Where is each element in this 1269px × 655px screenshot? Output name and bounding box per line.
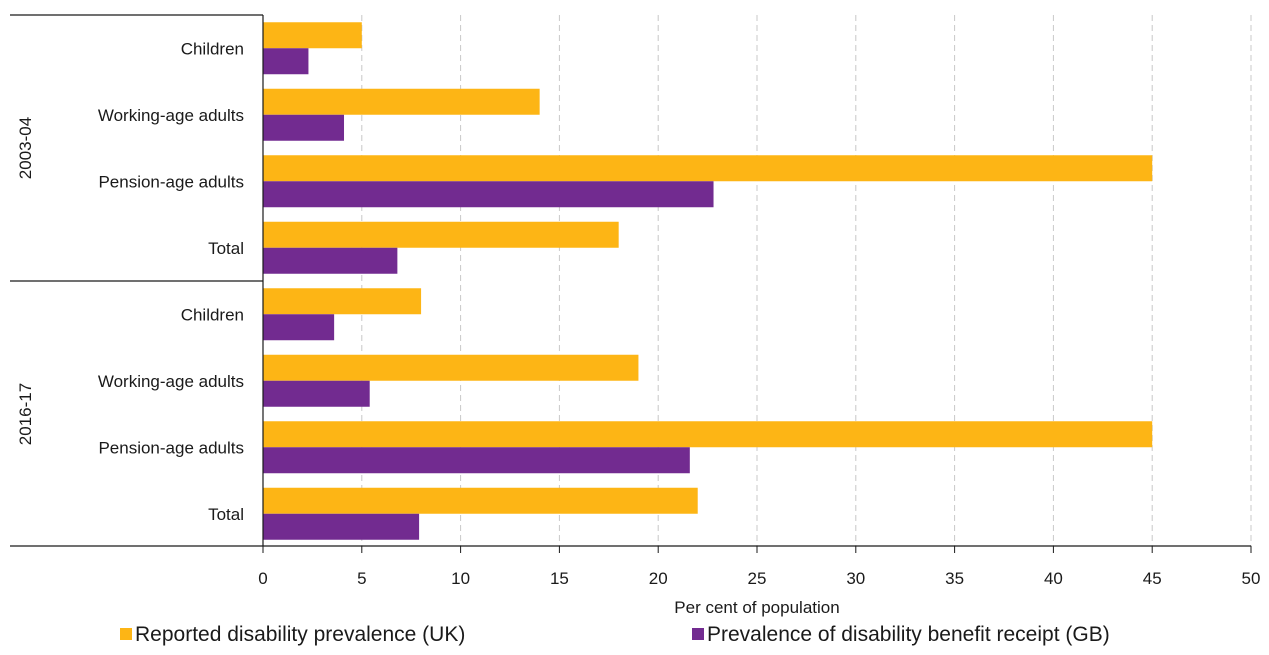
legend-swatch <box>692 628 704 640</box>
bar <box>263 421 1153 448</box>
bar <box>263 221 619 248</box>
bar <box>263 354 639 381</box>
bar <box>263 487 698 514</box>
bar <box>263 48 309 75</box>
bar <box>263 288 422 315</box>
x-tick-label: 15 <box>550 569 569 588</box>
x-tick-label: 50 <box>1242 569 1261 588</box>
x-tick-label: 5 <box>357 569 366 588</box>
category-label: Children <box>181 305 244 324</box>
bar <box>263 314 335 341</box>
category-label: Pension-age adults <box>98 438 244 457</box>
legend: Reported disability prevalence (UK) Preva… <box>120 623 1110 646</box>
category-labels: Children Working-age adults Pension-age ad… <box>98 39 244 524</box>
bar <box>263 114 345 141</box>
category-label: Children <box>181 39 244 58</box>
group-labels: 2003-04 2016-17 <box>16 117 35 445</box>
x-tick-label: 35 <box>945 569 964 588</box>
legend-swatch <box>120 628 132 640</box>
x-tick-label: 10 <box>451 569 470 588</box>
bar <box>263 22 362 49</box>
bars <box>263 22 1153 540</box>
category-label: Pension-age adults <box>98 172 244 191</box>
category-label: Total <box>208 239 244 258</box>
axes <box>10 14 1252 553</box>
bar <box>263 380 370 407</box>
group-label: 2016-17 <box>16 383 35 445</box>
bar <box>263 513 420 540</box>
category-label: Working-age adults <box>98 372 244 391</box>
x-tick-label: 40 <box>1044 569 1063 588</box>
x-tick-label: 30 <box>846 569 865 588</box>
x-tick-label: 20 <box>649 569 668 588</box>
x-tick-label: 45 <box>1143 569 1162 588</box>
x-tick-label: 25 <box>748 569 767 588</box>
bar <box>263 247 398 274</box>
category-label: Total <box>208 505 244 524</box>
legend-label: Prevalence of disability benefit receipt… <box>707 623 1110 646</box>
bar <box>263 181 714 208</box>
x-axis-title: Per cent of population <box>674 598 839 617</box>
bar <box>263 447 690 474</box>
group-label: 2003-04 <box>16 117 35 179</box>
tick-labels: 0 5 10 15 20 25 30 35 40 45 50 <box>258 569 1260 588</box>
bar <box>263 155 1153 182</box>
bar <box>263 88 540 115</box>
x-tick-label: 0 <box>258 569 267 588</box>
legend-label: Reported disability prevalence (UK) <box>135 623 465 646</box>
category-label: Working-age adults <box>98 106 244 125</box>
